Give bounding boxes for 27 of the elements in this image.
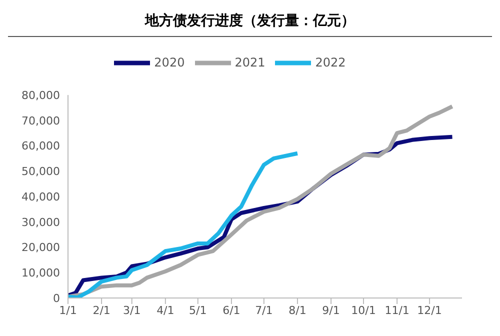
y-tick-label: 10,000 xyxy=(22,266,60,280)
legend-label: 2021 xyxy=(234,55,266,70)
x-tick-label: 6/1 xyxy=(222,304,240,317)
x-tick-label: 12/1 xyxy=(417,304,442,317)
y-tick-label: 50,000 xyxy=(22,165,60,178)
y-tick-label: 70,000 xyxy=(22,114,60,128)
x-tick-label: 10/1 xyxy=(351,304,376,317)
x-tick-label: 5/1 xyxy=(189,304,207,317)
x-tick-label: 7/1 xyxy=(255,304,273,317)
legend-label: 2022 xyxy=(315,55,346,70)
x-tick-label: 4/1 xyxy=(156,304,174,317)
x-tick-label: 9/1 xyxy=(322,304,340,317)
y-tick-label: 60,000 xyxy=(22,140,60,153)
x-tick-label: 8/1 xyxy=(288,304,306,317)
x-tick-label: 11/1 xyxy=(384,304,410,317)
chart-title: 地方债发行进度（发行量：亿元） xyxy=(8,8,492,37)
legend-label: 2020 xyxy=(154,55,185,70)
y-tick-label: 20,000 xyxy=(22,241,60,254)
y-tick-label: 40,000 xyxy=(22,190,60,204)
y-tick-label: 80,000 xyxy=(22,88,60,102)
x-tick-label: 2/1 xyxy=(92,304,110,317)
y-tick-label: 0 xyxy=(53,292,60,305)
line-series xyxy=(68,151,300,298)
y-tick-label: 30,000 xyxy=(22,216,60,229)
x-tick-label: 3/1 xyxy=(123,304,141,317)
x-tick-label: 1/1 xyxy=(59,304,77,317)
line-series xyxy=(68,104,454,298)
